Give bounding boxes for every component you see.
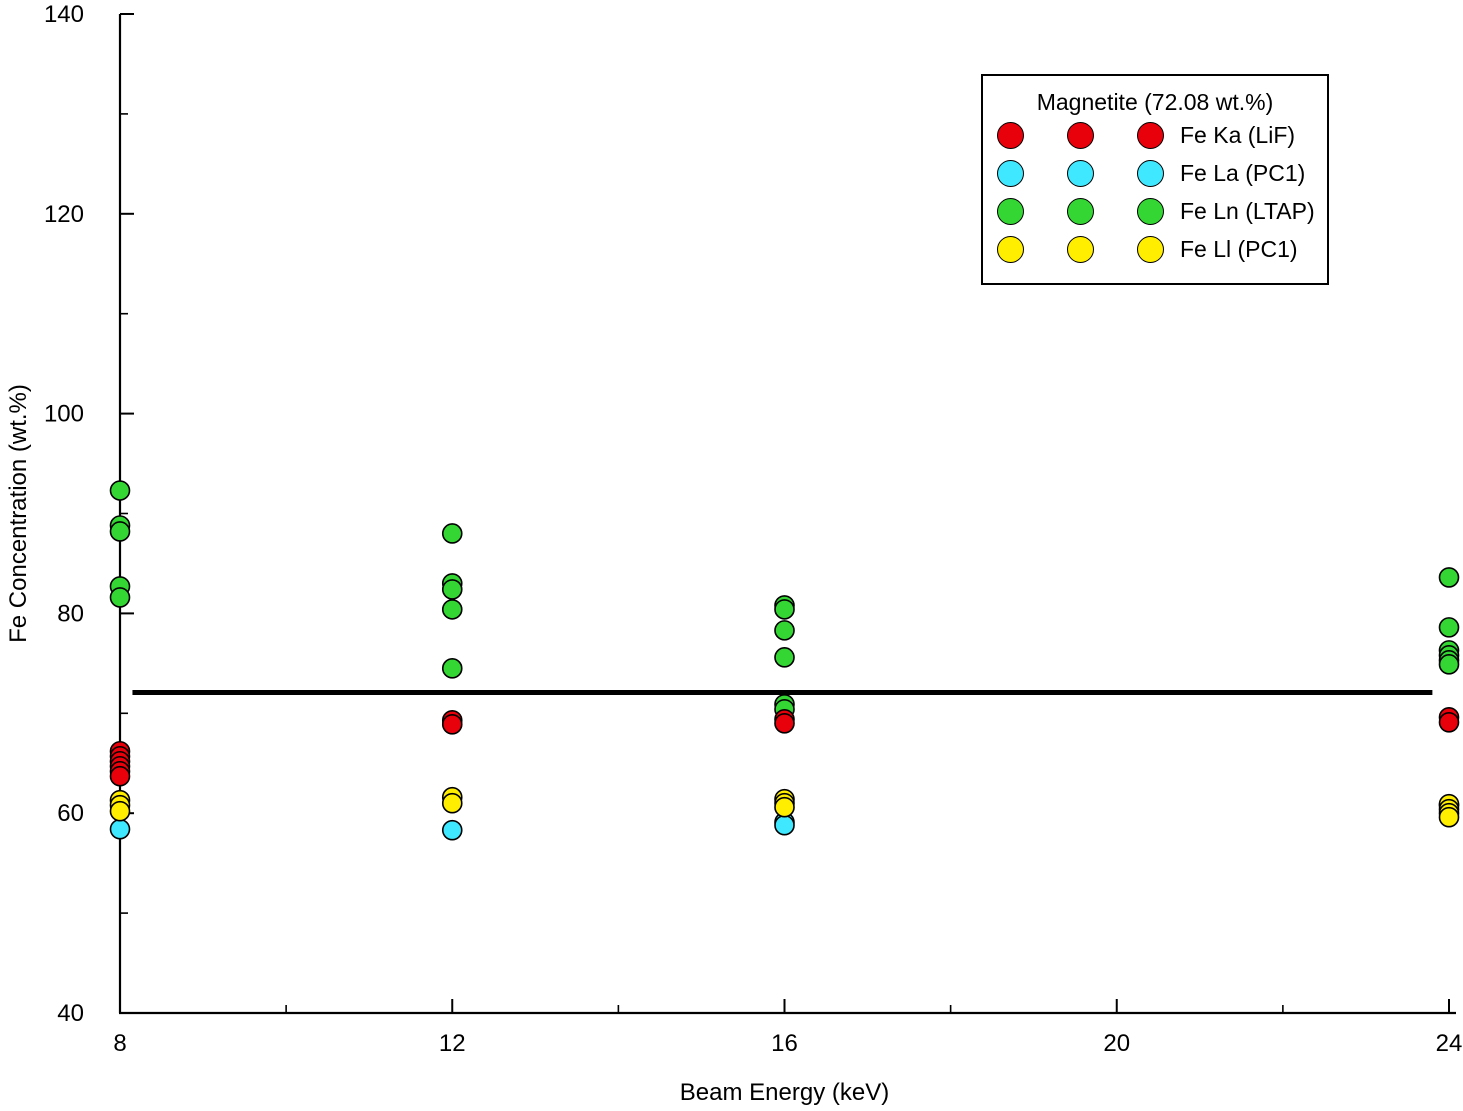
axes: 40 60 80 100 120 140 8 12 16 20 24 <box>44 1 1462 1057</box>
data-point <box>441 523 463 544</box>
y-tick-label: 60 <box>57 800 84 827</box>
legend-row: Fe Ll (PC1) <box>983 230 1327 268</box>
legend-row: Fe La (PC1) <box>983 154 1327 192</box>
data-point <box>441 658 463 679</box>
data-point <box>441 713 463 735</box>
legend-swatch-fe-ln <box>997 197 1024 225</box>
legend-swatch-fe-la <box>1067 159 1094 187</box>
data-point <box>109 818 131 840</box>
x-tick-label: 20 <box>1103 1030 1130 1057</box>
data-point <box>774 620 795 641</box>
legend: Magnetite (72.08 wt.%) Fe Ka (LiF) Fe La… <box>981 74 1329 285</box>
legend-swatch-fe-ll <box>997 235 1024 263</box>
legend-label-fe-ka: Fe Ka (LiF) <box>1180 121 1296 148</box>
series-fe-ka-lif- <box>109 706 1460 787</box>
legend-swatch-fe-ll <box>1137 235 1164 263</box>
y-tick-label: 40 <box>57 1000 84 1027</box>
legend-title: Magnetite (72.08 wt.%) <box>1036 89 1274 115</box>
legend-row: Fe Ln (LTAP) <box>983 192 1327 230</box>
y-tick-label: 140 <box>44 1 84 28</box>
legend-swatch-fe-ln <box>1067 197 1094 225</box>
y-tick-label: 100 <box>44 401 84 428</box>
data-point <box>441 579 463 600</box>
data-point <box>109 587 131 608</box>
x-tick-label: 16 <box>771 1030 798 1057</box>
x-tick-label: 12 <box>439 1030 466 1057</box>
series-fe-ln-ltap- <box>109 480 1460 720</box>
data-point <box>774 796 795 818</box>
legend-swatch-fe-la <box>1137 159 1164 187</box>
data-point <box>109 800 131 822</box>
data-point <box>441 599 463 620</box>
data-point <box>774 712 795 734</box>
data-point <box>774 599 795 620</box>
data-point <box>774 814 795 836</box>
y-axis-title: Fe Concentration (wt.%) <box>5 384 32 643</box>
data-point <box>1438 617 1460 638</box>
data-point <box>441 819 463 841</box>
data-point <box>774 647 795 668</box>
data-point <box>441 792 463 814</box>
data-point <box>109 521 131 542</box>
legend-swatch-fe-ka <box>1137 121 1164 149</box>
y-tick-label: 80 <box>57 600 84 627</box>
x-tick-label: 8 <box>113 1030 126 1057</box>
data-point <box>1438 806 1460 828</box>
legend-label-fe-ln: Fe Ln (LTAP) <box>1180 197 1315 224</box>
legend-swatch-fe-ka <box>997 121 1024 149</box>
y-tick-label: 120 <box>44 201 84 228</box>
legend-swatch-fe-ka <box>1067 121 1094 149</box>
legend-swatch-fe-la <box>997 159 1024 187</box>
series-fe-ll-pc1- <box>109 786 1460 828</box>
x-tick-label: 24 <box>1436 1030 1463 1057</box>
legend-label-fe-la: Fe La (PC1) <box>1180 159 1306 186</box>
x-axis-title: Beam Energy (keV) <box>680 1079 889 1106</box>
data-point <box>1438 567 1460 588</box>
data-point <box>1438 711 1460 733</box>
legend-row: Fe Ka (LiF) <box>983 116 1327 154</box>
data-point <box>109 765 131 787</box>
legend-swatch-fe-ln <box>1137 197 1164 225</box>
legend-label-fe-ll: Fe Ll (PC1) <box>1180 235 1298 262</box>
data-point <box>1438 654 1460 675</box>
legend-swatch-fe-ll <box>1067 235 1094 263</box>
data-point <box>109 480 131 501</box>
